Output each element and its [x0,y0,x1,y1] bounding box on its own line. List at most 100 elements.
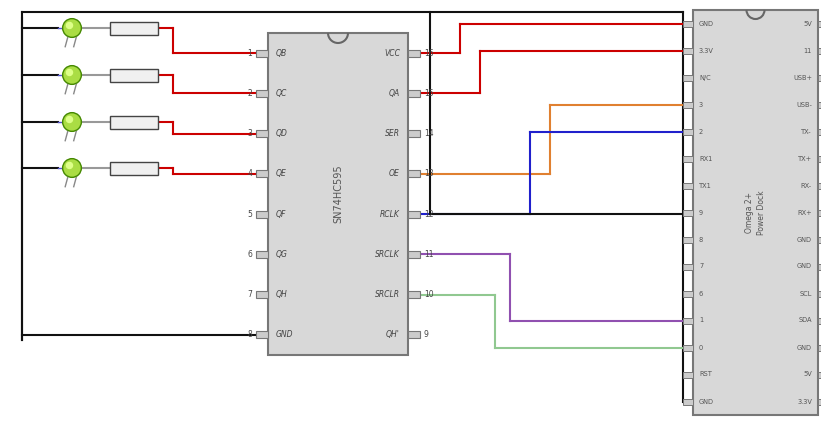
Text: 8: 8 [247,330,252,339]
Text: 9: 9 [424,330,429,339]
Text: Omega 2+
Power Dock: Omega 2+ Power Dock [745,190,766,235]
Text: OE: OE [389,169,400,179]
Bar [408,130,420,137]
Text: 13: 13 [424,169,433,179]
Text: 12: 12 [424,210,433,218]
Text: 10: 10 [424,290,433,299]
Bar [683,182,693,189]
Text: GND: GND [699,399,714,405]
Text: QD: QD [276,129,288,138]
Text: GND: GND [276,330,293,339]
Bar [818,75,821,80]
Bar [683,237,693,242]
Bar [256,90,268,97]
Text: 1: 1 [247,48,252,58]
Text: RX1: RX1 [699,155,713,162]
Text: 9: 9 [699,210,703,216]
Text: 15: 15 [424,89,433,98]
Text: TX-: TX- [801,128,812,134]
Text: TX+: TX+ [798,155,812,162]
Text: RX-: RX- [800,182,812,189]
Bar [683,344,693,351]
Text: RX+: RX+ [797,210,812,216]
Bar [818,237,821,242]
Circle shape [62,113,81,131]
Bar [818,101,821,107]
Text: QC: QC [276,89,287,98]
Bar [683,210,693,216]
Text: 6: 6 [699,290,704,296]
Bar [110,115,158,128]
Bar [110,21,158,35]
Text: N/C: N/C [699,75,711,80]
Text: GND: GND [797,344,812,351]
Text: 0: 0 [699,344,704,351]
Text: 11: 11 [804,48,812,53]
Text: 11: 11 [424,250,433,259]
Text: QF: QF [276,210,287,218]
Text: 7: 7 [247,290,252,299]
Bar [408,291,420,298]
Text: VCC: VCC [384,48,400,58]
Bar [408,50,420,57]
Text: 3.3V: 3.3V [699,48,714,53]
Circle shape [67,116,72,123]
Text: QH: QH [276,290,287,299]
Text: SN74HC595: SN74HC595 [333,165,343,223]
Text: 16: 16 [424,48,433,58]
Bar [683,290,693,296]
Text: 1: 1 [699,317,703,323]
Bar [256,210,268,218]
Text: QB: QB [276,48,287,58]
Bar [683,75,693,80]
Text: 3: 3 [699,101,703,107]
Bar [683,101,693,107]
Circle shape [67,22,72,29]
Text: USB+: USB+ [793,75,812,80]
Bar [818,48,821,53]
Bar [256,331,268,338]
Bar [408,331,420,338]
Text: 14: 14 [424,129,433,138]
Text: GND: GND [797,264,812,269]
Text: 5: 5 [247,210,252,218]
Bar [256,251,268,258]
Text: QH': QH' [386,330,400,339]
Bar [683,317,693,323]
Text: GND: GND [699,21,714,27]
Bar [818,371,821,378]
Text: USB-: USB- [796,101,812,107]
Text: 5V: 5V [803,371,812,378]
Text: SER: SER [385,129,400,138]
Bar [683,128,693,134]
Bar [408,90,420,97]
Text: SRCLK: SRCLK [375,250,400,259]
Text: 3: 3 [247,129,252,138]
Text: SDA: SDA [799,317,812,323]
Text: QG: QG [276,250,288,259]
Bar [408,171,420,177]
Bar [818,182,821,189]
Text: QE: QE [276,169,287,179]
Text: RCLK: RCLK [380,210,400,218]
Text: 5V: 5V [803,21,812,27]
Circle shape [62,19,81,37]
Bar [818,155,821,162]
Bar [110,69,158,82]
Bar [818,399,821,405]
Bar [818,344,821,351]
Circle shape [62,159,81,177]
Text: 8: 8 [699,237,704,242]
Bar [268,33,408,355]
Text: 2: 2 [247,89,252,98]
Bar [683,371,693,378]
Bar [683,399,693,405]
Text: SRCLR: SRCLR [375,290,400,299]
Circle shape [67,69,72,75]
Bar [693,10,818,415]
Circle shape [67,163,72,168]
Bar [818,210,821,216]
Bar [818,264,821,269]
Text: TX1: TX1 [699,182,712,189]
Circle shape [62,66,81,84]
